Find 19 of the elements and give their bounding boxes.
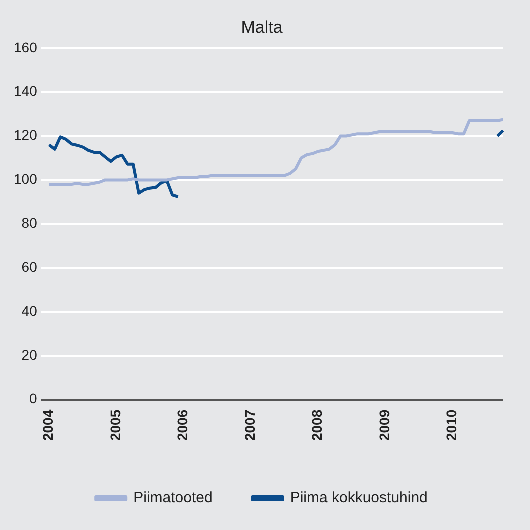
y-tick-label: 0 <box>30 390 38 407</box>
y-tick-label: 140 <box>14 83 38 100</box>
y-tick-label: 100 <box>14 171 38 188</box>
x-tick-label: 2006 <box>174 410 191 442</box>
y-tick-label: 120 <box>14 127 38 144</box>
x-tick-label: 2010 <box>444 410 460 442</box>
y-tick-label: 20 <box>22 346 38 363</box>
x-tick-label: 2007 <box>242 410 258 442</box>
x-tick-label: 2009 <box>376 410 392 442</box>
y-tick-label: 160 <box>14 39 38 56</box>
x-tick-label: 2005 <box>107 410 124 442</box>
legend-label: Piimatooted <box>134 490 213 507</box>
x-tick-label: 2008 <box>309 410 326 442</box>
y-tick-label: 80 <box>22 214 38 231</box>
x-tick-label: 2004 <box>40 410 56 442</box>
chart-title: Malta <box>241 18 284 37</box>
y-tick-label: 60 <box>22 258 38 275</box>
legend-label: Piima kokkuostuhind <box>290 490 428 507</box>
y-tick-label: 40 <box>22 302 38 319</box>
